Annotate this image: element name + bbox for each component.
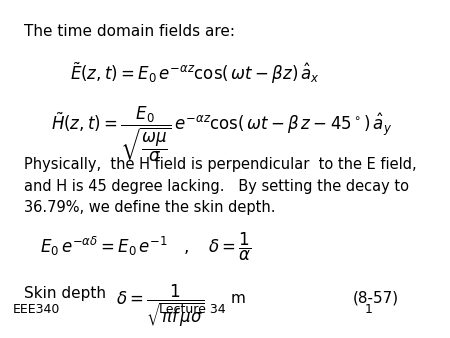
- Text: The time domain fields are:: The time domain fields are:: [24, 24, 235, 39]
- Text: $\tilde{E}(z,t) = E_0\, e^{-\alpha z}\cos(\,\omega t - \beta z)\,\hat{a}_x$: $\tilde{E}(z,t) = E_0\, e^{-\alpha z}\co…: [70, 61, 320, 86]
- Text: $\tilde{H}(z,t) = \dfrac{E_0}{\sqrt{\dfrac{\omega\mu}{\sigma}}}\,e^{-\alpha z}\c: $\tilde{H}(z,t) = \dfrac{E_0}{\sqrt{\dfr…: [51, 104, 392, 164]
- Text: 1: 1: [364, 304, 372, 316]
- Text: Physically,  the H field is perpendicular  to the E field,
and H is 45 degree la: Physically, the H field is perpendicular…: [24, 157, 417, 216]
- Text: (8-57): (8-57): [353, 291, 399, 306]
- Text: $E_0\,e^{-\alpha\delta} = E_0\,e^{-1}\quad,\quad \delta = \dfrac{1}{\alpha}$: $E_0\,e^{-\alpha\delta} = E_0\,e^{-1}\qu…: [40, 231, 252, 263]
- Text: Skin depth: Skin depth: [24, 286, 106, 301]
- Text: EEE340: EEE340: [13, 304, 60, 316]
- Text: m: m: [231, 291, 246, 306]
- Text: $\delta = \dfrac{1}{\sqrt{\pi f\,\mu\sigma}}$: $\delta = \dfrac{1}{\sqrt{\pi f\,\mu\sig…: [116, 283, 205, 329]
- Text: Lecture 34: Lecture 34: [159, 304, 226, 316]
